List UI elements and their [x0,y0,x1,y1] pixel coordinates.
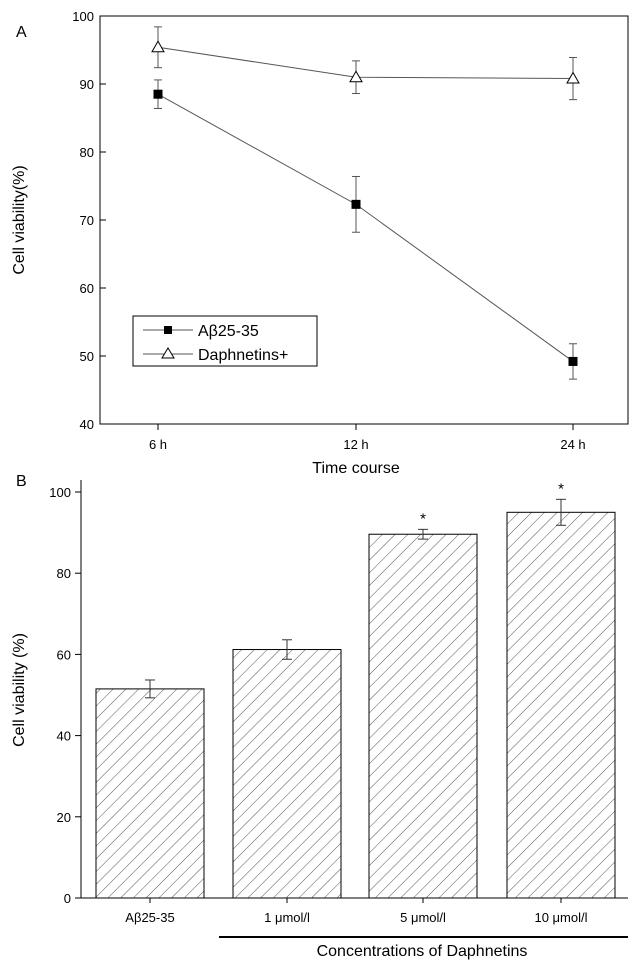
y-tick-label: 60 [80,281,94,296]
bar [506,511,616,899]
panel-a-legend: Aβ25-35 Daphnetins+ [132,315,318,367]
legend-marker-daphnetins [161,347,175,359]
panel-b-bar-chart: B 0 20 40 60 80 100 Aβ25-35 1 μmol/l 5 μmol/l * 1… [11,473,628,960]
panel-b-y-axis-title: Cell viability (%) [11,633,28,747]
bar [368,533,478,899]
x-tick-label: Aβ25-35 [125,910,174,925]
y-tick-label: 80 [80,145,94,160]
data-point [568,356,578,366]
panel-b-y-axis: 0 20 40 60 80 100 [49,485,81,906]
panel-a-x-axis-title: Time course [312,460,400,477]
panel-a-label: A [16,24,27,41]
x-tick-label: 24 h [560,437,585,452]
x-tick-label: 10 μmol/l [534,910,587,925]
significance-marker: * [420,510,426,527]
y-tick-label: 50 [80,349,94,364]
x-tick-label: 1 μmol/l [264,910,310,925]
panel-a-x-axis: 6 h 12 h 24 h [149,424,586,452]
data-point [566,71,580,84]
bar [95,688,205,899]
panel-a-line-chart: A 40 50 60 70 80 90 100 6 h 12 h 24 h Time cours… [11,9,629,477]
x-tick-label: 6 h [149,437,167,452]
significance-marker: * [558,480,564,497]
y-tick-label: 70 [80,213,94,228]
y-tick-label: 100 [72,9,94,24]
panel-b-x-axis-title: Concentrations of Daphnetins [317,943,528,960]
y-tick-label: 40 [57,729,71,744]
panel-b-bars: Aβ25-35 1 μmol/l 5 μmol/l * 10 μmol/l * [95,480,616,925]
legend-marker-abeta [164,326,172,334]
panel-a-y-axis-title: Cell viability(%) [11,165,28,274]
panel-b-label: B [16,473,27,490]
data-point [153,89,163,99]
y-tick-label: 20 [57,810,71,825]
data-point [351,199,361,209]
series-line [157,46,574,80]
y-tick-label: 0 [64,891,71,906]
y-tick-label: 40 [80,417,94,432]
x-tick-label: 12 h [343,437,368,452]
y-tick-label: 90 [80,77,94,92]
bar [232,649,342,899]
y-tick-label: 60 [57,647,71,662]
y-tick-label: 100 [49,485,71,500]
legend-label-daphnetins: Daphnetins+ [198,347,288,364]
legend-label-abeta: Aβ25-35 [198,323,259,340]
data-point [151,40,165,53]
x-tick-label: 5 μmol/l [400,910,446,925]
data-point [349,70,363,83]
panel-a-y-axis: 40 50 60 70 80 90 100 [72,9,106,432]
y-tick-label: 80 [57,566,71,581]
panel-a-series [151,26,580,380]
